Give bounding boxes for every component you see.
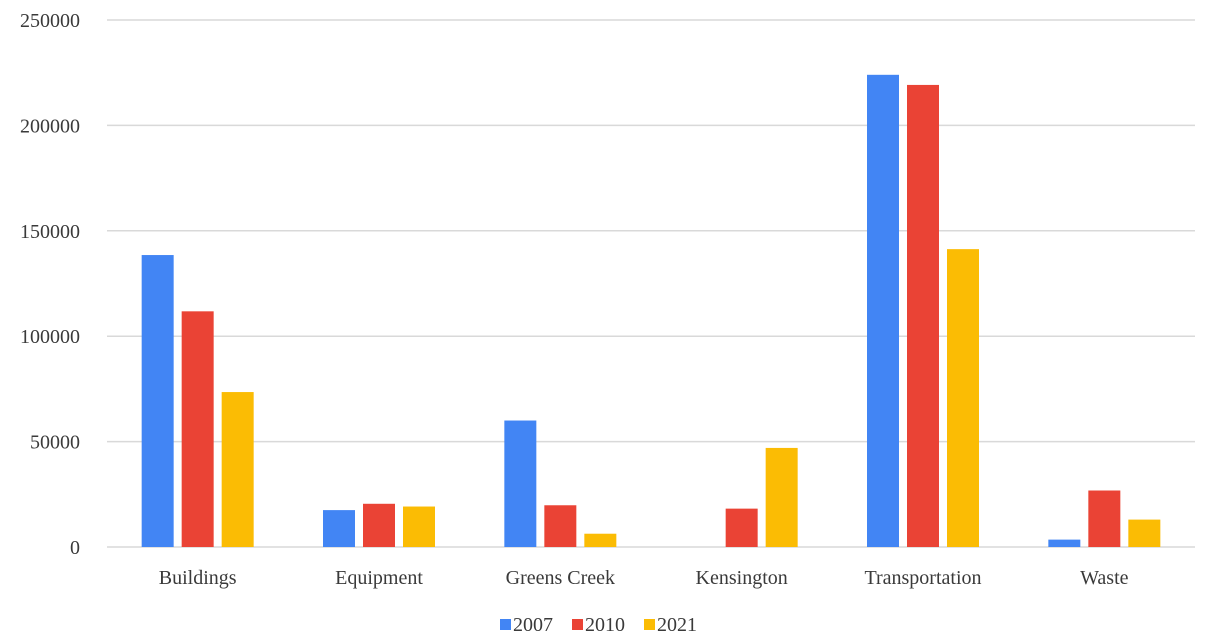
legend: 2007 2010 2021 bbox=[500, 614, 697, 636]
bar-2007-waste bbox=[1048, 539, 1081, 547]
bar-2010-kensington bbox=[725, 508, 758, 547]
y-tick-label: 50000 bbox=[30, 432, 80, 454]
legend-label-2021: 2021 bbox=[657, 614, 697, 636]
y-axis-tick-labels: 0 50000 100000 150000 200000 250000 bbox=[20, 10, 80, 559]
y-tick-label: 0 bbox=[70, 537, 80, 559]
bar-2007-equipment bbox=[323, 510, 355, 547]
bar-2010-equipment bbox=[363, 503, 395, 547]
y-tick-label: 150000 bbox=[20, 221, 80, 243]
gridlines bbox=[107, 19, 1195, 548]
legend-label-2010: 2010 bbox=[585, 614, 625, 636]
bar-2021-waste bbox=[1128, 519, 1161, 547]
x-tick-label: Greens Creek bbox=[506, 567, 615, 589]
bar-2021-transportation bbox=[947, 249, 979, 548]
x-axis-tick-labels: Buildings Equipment Greens Creek Kensington… bbox=[159, 567, 1129, 589]
x-tick-label: Transportation bbox=[864, 567, 981, 589]
y-tick-label: 250000 bbox=[20, 10, 80, 32]
legend-swatch-2007 bbox=[500, 619, 511, 630]
legend-label-2007: 2007 bbox=[513, 614, 553, 636]
bar-2010-greens-creek bbox=[544, 505, 577, 547]
x-tick-label: Waste bbox=[1080, 567, 1128, 589]
y-tick-label: 100000 bbox=[20, 326, 80, 348]
y-tick-label: 200000 bbox=[20, 115, 80, 137]
bar-2007-buildings bbox=[141, 255, 174, 548]
bar-2010-transportation bbox=[907, 84, 939, 548]
bar-2021-equipment bbox=[403, 506, 435, 547]
legend-swatch-2021 bbox=[644, 619, 655, 630]
legend-swatch-2010 bbox=[572, 619, 583, 630]
x-tick-label: Kensington bbox=[696, 567, 788, 589]
bar-2010-waste bbox=[1088, 490, 1121, 547]
bar-2021-buildings bbox=[221, 392, 254, 547]
x-tick-label: Buildings bbox=[159, 567, 237, 589]
x-tick-label: Equipment bbox=[335, 567, 423, 589]
bar-2021-kensington bbox=[765, 447, 798, 547]
bar-2007-greens-creek bbox=[504, 420, 537, 547]
bar-2010-buildings bbox=[181, 311, 214, 547]
bar-series bbox=[141, 74, 1161, 548]
bar-2007-transportation bbox=[867, 74, 899, 548]
bar-2021-greens-creek bbox=[584, 533, 617, 547]
